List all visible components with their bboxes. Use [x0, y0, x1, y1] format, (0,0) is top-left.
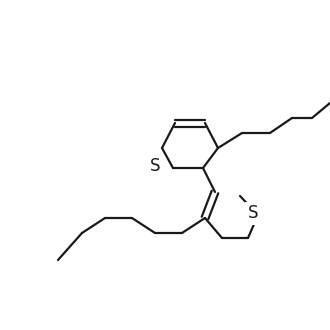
Text: S: S	[150, 157, 160, 175]
Text: S: S	[248, 204, 258, 222]
